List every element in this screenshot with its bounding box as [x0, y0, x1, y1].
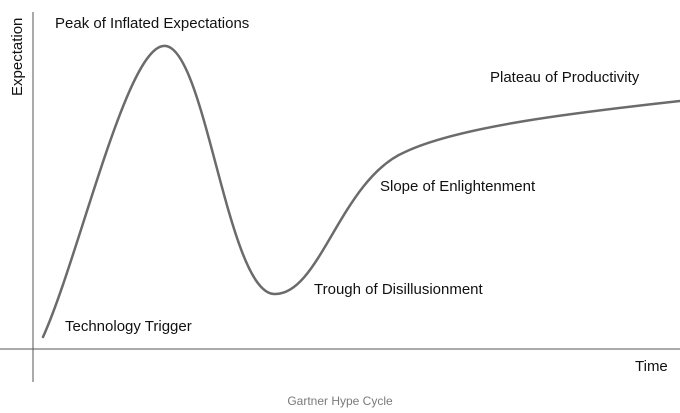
phase-label-technology-trigger: Technology Trigger: [65, 318, 192, 335]
phase-label-peak: Peak of Inflated Expectations: [55, 15, 249, 32]
figure-caption: Gartner Hype Cycle: [287, 394, 393, 408]
phase-label-trough: Trough of Disillusionment: [314, 281, 484, 298]
phase-label-slope: Slope of Enlightenment: [380, 178, 536, 195]
x-axis-label: Time: [635, 358, 668, 375]
phase-label-plateau: Plateau of Productivity: [490, 69, 640, 86]
y-axis-label: Expectation: [9, 18, 26, 96]
hype-curve: [41, 44, 680, 339]
hype-cycle-diagram: Expectation Time Technology Trigger Peak…: [0, 12, 680, 382]
